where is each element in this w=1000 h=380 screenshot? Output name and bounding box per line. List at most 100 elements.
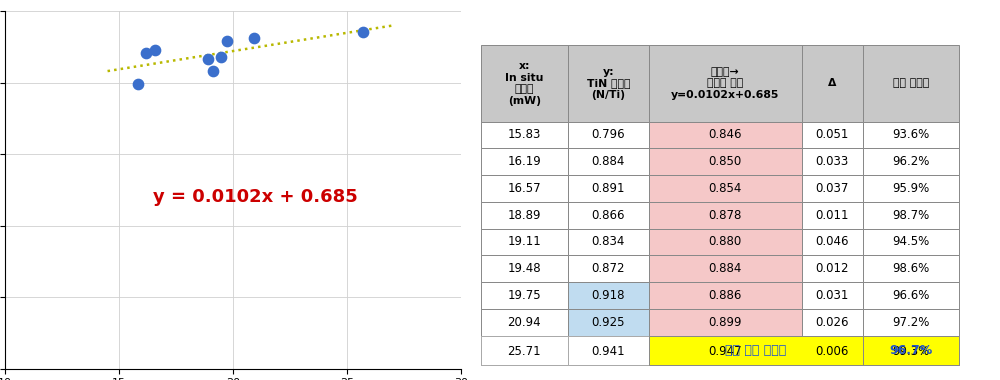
- Bar: [481, 338, 568, 365]
- Text: 98.6%: 98.6%: [892, 262, 930, 275]
- Point: [138, 50, 154, 56]
- Text: 0.834: 0.834: [592, 236, 625, 249]
- Bar: [802, 122, 863, 148]
- Bar: [863, 202, 959, 228]
- Bar: [863, 122, 959, 148]
- Bar: [863, 148, 959, 175]
- Text: x:
In situ
반사율
(mW): x: In situ 반사율 (mW): [505, 61, 544, 106]
- Text: Δ: Δ: [828, 78, 836, 89]
- Bar: [481, 45, 568, 122]
- Text: 반사율→
조성비 변환
y=0.0102x+0.685: 반사율→ 조성비 변환 y=0.0102x+0.685: [671, 67, 779, 100]
- Text: 0.884: 0.884: [709, 262, 742, 275]
- Bar: [649, 175, 802, 202]
- Text: 18.89: 18.89: [508, 209, 541, 222]
- Text: 15.83: 15.83: [508, 128, 541, 141]
- Bar: [568, 45, 649, 122]
- Text: 평균 변환 정확도: 평균 변환 정확도: [725, 344, 786, 357]
- Point: [219, 38, 235, 44]
- Bar: [649, 309, 802, 336]
- Text: 0.026: 0.026: [815, 316, 849, 329]
- Bar: [802, 255, 863, 282]
- Text: 93.6%: 93.6%: [892, 128, 930, 141]
- Bar: [568, 282, 649, 309]
- Bar: [649, 45, 802, 122]
- Text: 96.7%: 96.7%: [889, 344, 933, 357]
- Bar: [802, 338, 863, 365]
- Text: 0.878: 0.878: [709, 209, 742, 222]
- Text: 0.011: 0.011: [815, 209, 849, 222]
- Bar: [649, 122, 802, 148]
- Text: 19.48: 19.48: [508, 262, 541, 275]
- Text: 0.046: 0.046: [815, 236, 849, 249]
- Bar: [863, 45, 959, 122]
- Bar: [568, 228, 649, 255]
- Point: [355, 29, 371, 35]
- Bar: [802, 148, 863, 175]
- Text: 0.850: 0.850: [709, 155, 742, 168]
- Text: 0.796: 0.796: [591, 128, 625, 141]
- Text: 0.872: 0.872: [592, 262, 625, 275]
- Bar: [568, 309, 649, 336]
- Bar: [802, 228, 863, 255]
- Bar: [568, 122, 649, 148]
- Text: 0.866: 0.866: [592, 209, 625, 222]
- Bar: [649, 202, 802, 228]
- Text: 97.2%: 97.2%: [892, 316, 930, 329]
- Bar: [481, 282, 568, 309]
- Text: 95.9%: 95.9%: [892, 182, 930, 195]
- Text: 0.941: 0.941: [591, 345, 625, 358]
- Point: [213, 54, 229, 60]
- Text: 0.918: 0.918: [592, 289, 625, 302]
- Text: 0.891: 0.891: [592, 182, 625, 195]
- Bar: [863, 338, 959, 365]
- Text: 19.75: 19.75: [508, 289, 541, 302]
- Text: 0.880: 0.880: [709, 236, 742, 249]
- Text: 25.71: 25.71: [508, 345, 541, 358]
- Bar: [481, 202, 568, 228]
- Bar: [863, 282, 959, 309]
- Text: 0.006: 0.006: [815, 345, 849, 358]
- Text: y:
TiN 조성비
(N/Ti): y: TiN 조성비 (N/Ti): [587, 67, 630, 100]
- Bar: [649, 228, 802, 255]
- Bar: [802, 175, 863, 202]
- Text: 96.2%: 96.2%: [892, 155, 930, 168]
- Text: 변환 정확도: 변환 정확도: [893, 78, 929, 89]
- Text: 0.033: 0.033: [815, 155, 849, 168]
- Text: 16.19: 16.19: [507, 155, 541, 168]
- Text: 0.051: 0.051: [815, 128, 849, 141]
- Text: 0.886: 0.886: [709, 289, 742, 302]
- Point: [130, 81, 146, 87]
- Text: 0.925: 0.925: [592, 316, 625, 329]
- Bar: [863, 228, 959, 255]
- Bar: [649, 282, 802, 309]
- Point: [205, 68, 221, 74]
- Text: 0.899: 0.899: [708, 316, 742, 329]
- Text: 99.3%: 99.3%: [892, 345, 930, 358]
- Point: [200, 56, 216, 62]
- Bar: [481, 228, 568, 255]
- Bar: [481, 122, 568, 148]
- Text: 94.5%: 94.5%: [892, 236, 930, 249]
- Bar: [863, 309, 959, 336]
- Bar: [568, 255, 649, 282]
- Bar: [481, 336, 568, 365]
- Point: [246, 35, 262, 41]
- Bar: [568, 336, 649, 365]
- Point: [147, 47, 163, 53]
- Bar: [802, 202, 863, 228]
- Text: 0.037: 0.037: [815, 182, 849, 195]
- Bar: [863, 336, 959, 365]
- Bar: [568, 148, 649, 175]
- Text: 0.884: 0.884: [592, 155, 625, 168]
- Bar: [649, 338, 802, 365]
- Bar: [481, 148, 568, 175]
- Text: 98.7%: 98.7%: [892, 209, 930, 222]
- Text: 0.031: 0.031: [815, 289, 849, 302]
- Bar: [863, 175, 959, 202]
- Text: 0.854: 0.854: [709, 182, 742, 195]
- Text: 16.57: 16.57: [508, 182, 541, 195]
- Text: 0.846: 0.846: [708, 128, 742, 141]
- Text: 20.94: 20.94: [508, 316, 541, 329]
- Bar: [568, 175, 649, 202]
- Bar: [649, 255, 802, 282]
